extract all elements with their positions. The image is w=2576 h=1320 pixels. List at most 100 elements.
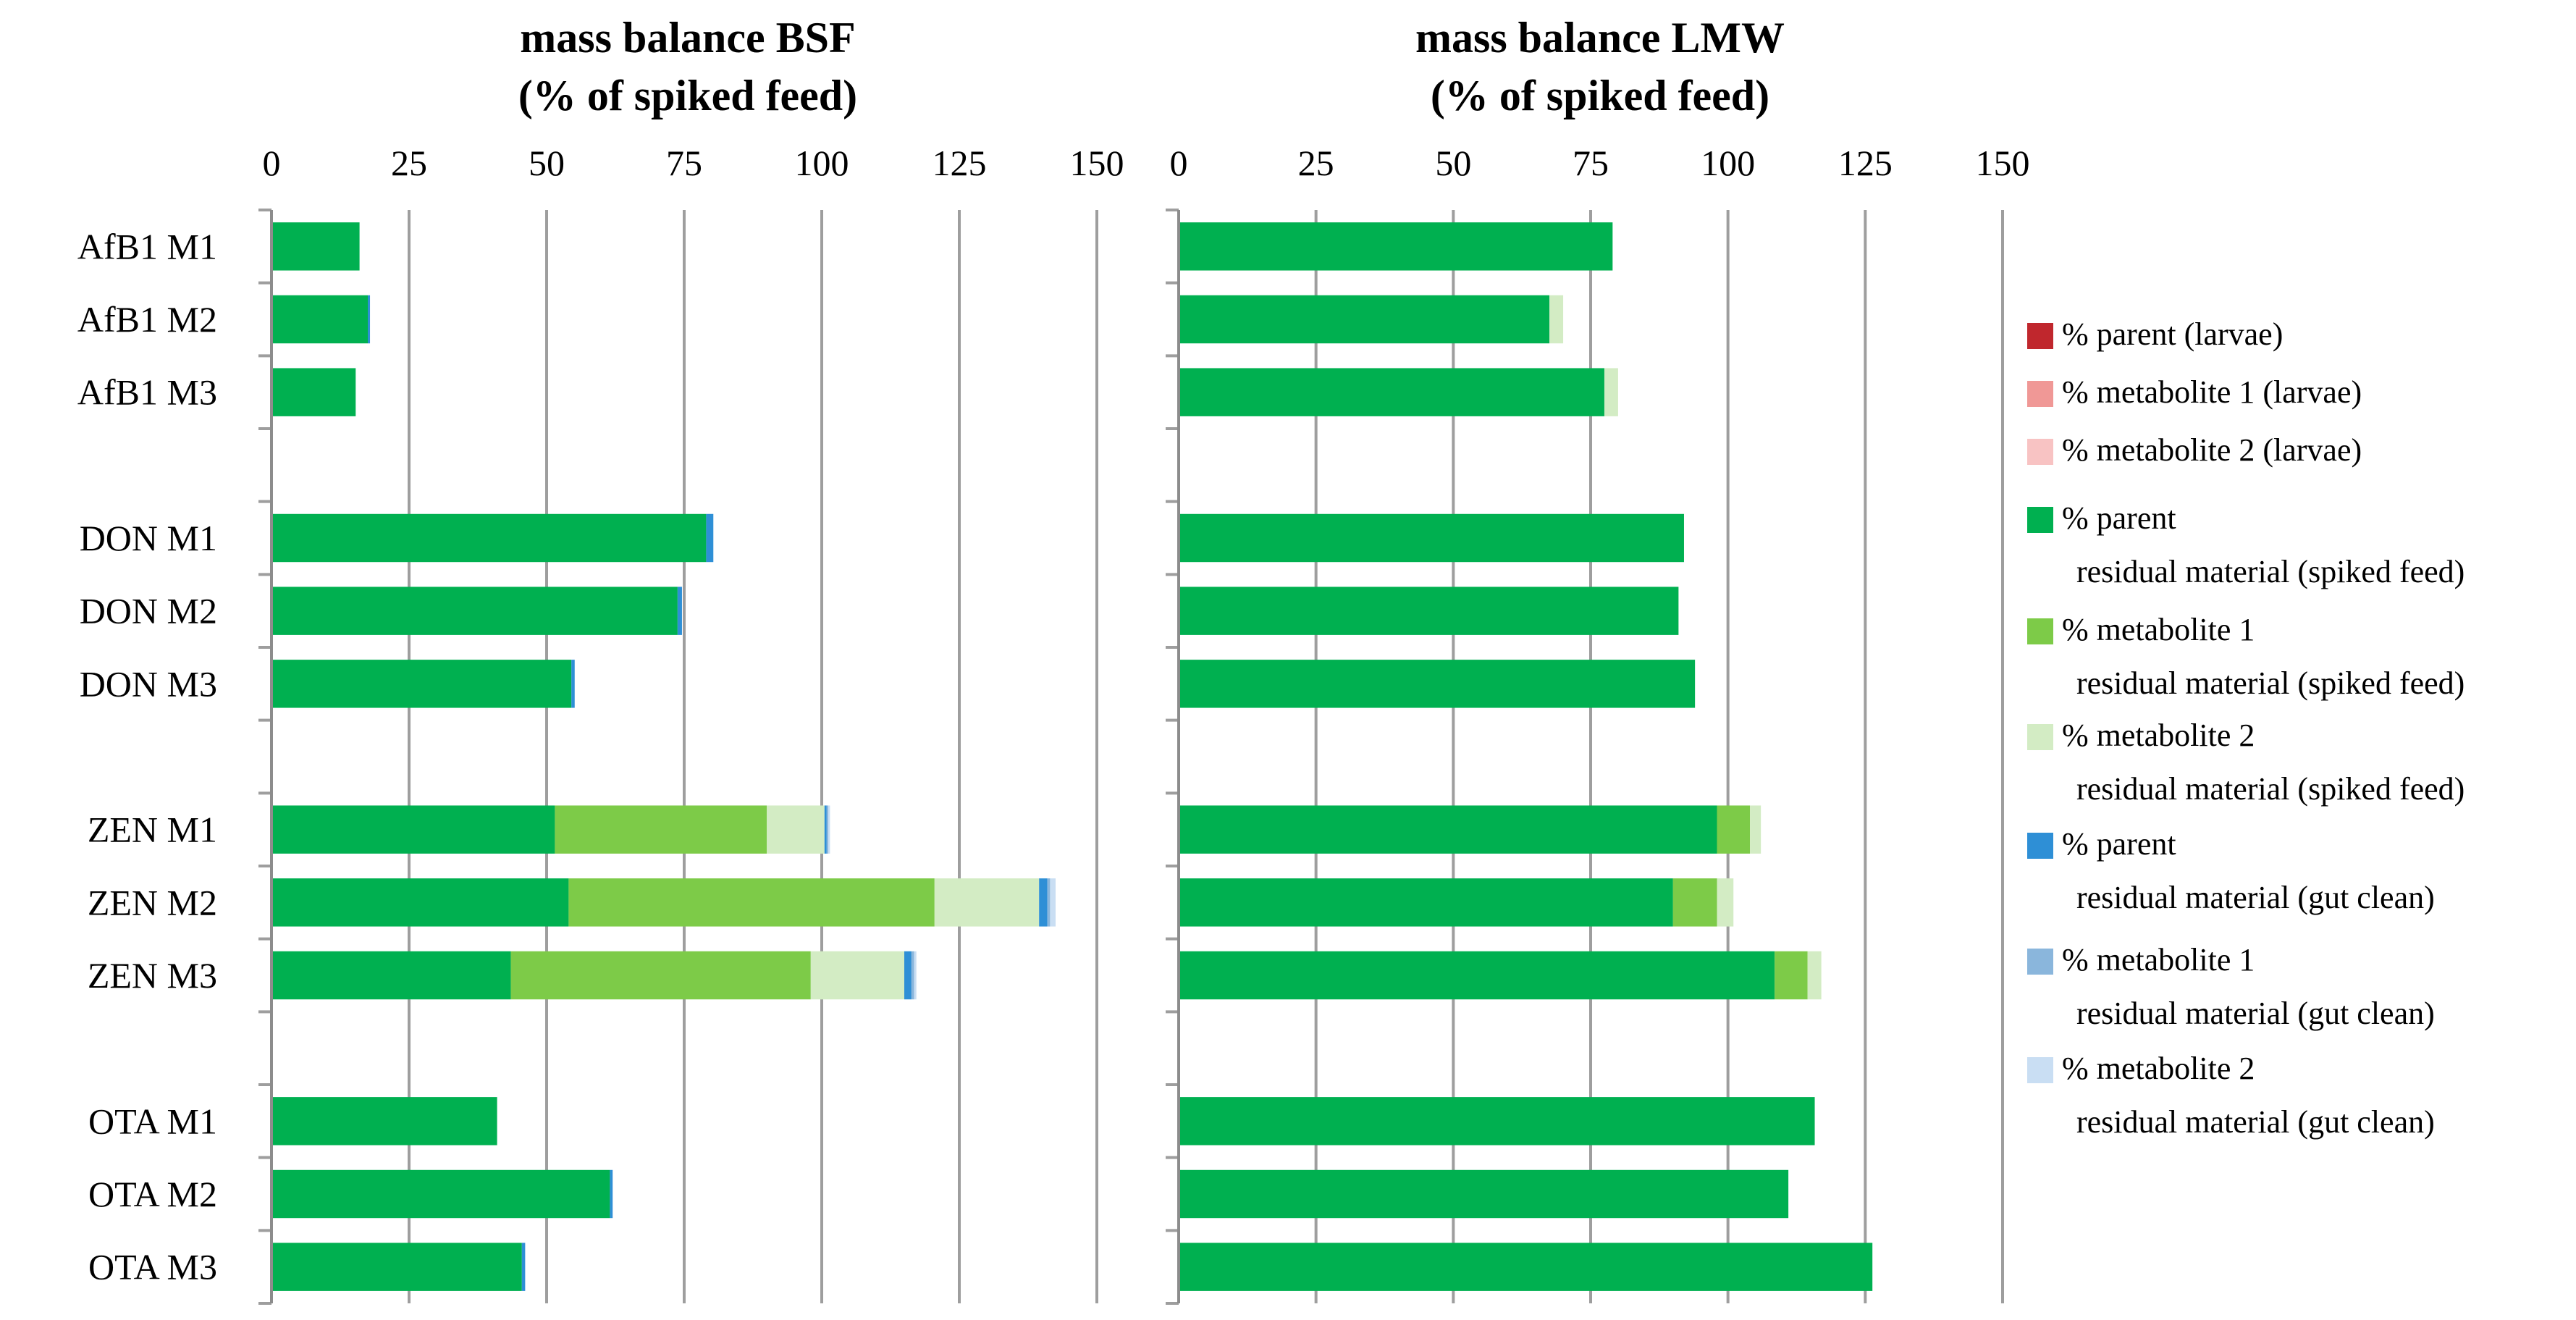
category-label: OTA M2 xyxy=(88,1174,217,1214)
bar-segment-ota-m3-s6 xyxy=(521,1243,526,1291)
bar-segment-zen-m1-s3 xyxy=(1179,805,1717,854)
chart-title-line-2: (% of spiked feed) xyxy=(1431,72,1769,119)
bar-segment-afb1-m3-s5 xyxy=(1604,368,1618,416)
bar-segment-zen-m2-s3 xyxy=(272,878,569,927)
bar-segment-zen-m2-s4 xyxy=(568,878,935,927)
legend-label-line-2: residual material (spiked feed) xyxy=(2076,665,2465,701)
legend-swatch xyxy=(2027,439,2053,465)
x-tick-label: 100 xyxy=(1701,143,1755,183)
legend-label-line-2: residual material (gut clean) xyxy=(2076,1104,2435,1140)
category-label: OTA M3 xyxy=(88,1247,217,1287)
x-tick-label: 125 xyxy=(1838,143,1893,183)
bar-segment-zen-m1-s3 xyxy=(272,805,555,854)
bar-segment-zen-m2-s4 xyxy=(1672,878,1717,927)
bar-segment-ota-m2-s3 xyxy=(1179,1169,1789,1219)
bar-segment-ota-m2-s6 xyxy=(610,1169,613,1219)
bar-segment-zen-m2-s7 xyxy=(1047,878,1051,927)
category-label: AfB1 M3 xyxy=(77,372,217,413)
legend-label: % parent xyxy=(2062,500,2176,536)
bar-segment-zen-m1-s5 xyxy=(767,805,825,854)
x-tick-label: 75 xyxy=(666,143,702,183)
bar-segment-afb1-m3-s3 xyxy=(1179,368,1604,416)
bar-segment-afb1-m1-s3 xyxy=(272,222,360,271)
bar-segment-afb1-m1-s3 xyxy=(1179,222,1613,271)
legend-label: % metabolite 2 (larvae) xyxy=(2062,432,2362,468)
bar-segment-zen-m3-s3 xyxy=(1179,951,1775,1000)
legend-swatch xyxy=(2027,323,2053,349)
bar-segment-zen-m3-s5 xyxy=(1807,951,1822,1000)
bar-segment-afb1-m3-s3 xyxy=(272,368,356,416)
legend-swatch xyxy=(2027,507,2053,533)
x-tick-label: 25 xyxy=(1298,143,1334,183)
bar-segment-don-m2-s3 xyxy=(1179,587,1679,635)
legend-label: % metabolite 2 xyxy=(2062,1051,2255,1086)
category-label: AfB1 M2 xyxy=(77,299,217,340)
bar-segment-afb1-m2-s6 xyxy=(368,295,371,344)
legend-label-line-2: residual material (spiked feed) xyxy=(2076,771,2465,807)
bar-segment-zen-m3-s6 xyxy=(904,951,912,1000)
bar-segment-zen-m2-s5 xyxy=(934,878,1040,927)
bar-segment-don-m2-s3 xyxy=(272,587,678,635)
bar-segment-afb1-m2-s3 xyxy=(272,295,368,344)
x-tick-label: 150 xyxy=(1070,143,1124,183)
category-label: DON M1 xyxy=(80,518,217,558)
bar-segment-don-m1-s3 xyxy=(1179,513,1684,563)
bar-segment-zen-m1-s4 xyxy=(1717,805,1751,854)
legend-label: % metabolite 1 xyxy=(2062,942,2255,978)
legend-swatch xyxy=(2027,833,2053,859)
x-tick-label: 25 xyxy=(391,143,427,183)
bar-segment-zen-m3-s3 xyxy=(272,951,511,1000)
bar-segment-ota-m3-s3 xyxy=(272,1243,522,1291)
chart-panel-lmw: mass balance LMW (% of spiked feed) 0 25 50 7… xyxy=(1166,14,2030,1305)
chart-panel-bsf: mass balance BSF (% of spiked feed) 0 25 50 7… xyxy=(77,14,1124,1305)
bar-segment-don-m2-s6 xyxy=(677,587,682,635)
category-label: AfB1 M1 xyxy=(77,226,217,266)
x-tick-label: 100 xyxy=(795,143,849,183)
category-label: DON M3 xyxy=(80,663,217,704)
bar-segment-don-m3-s3 xyxy=(1179,660,1696,708)
legend-swatch xyxy=(2027,949,2053,975)
bar-segment-zen-m3-s4 xyxy=(1775,951,1808,1000)
bar-segment-zen-m2-s6 xyxy=(1039,878,1048,927)
legend-swatch xyxy=(2027,1057,2053,1083)
bar-segment-zen-m2-s8 xyxy=(1050,878,1056,927)
category-label: OTA M1 xyxy=(88,1101,217,1141)
bar-segment-zen-m1-s7 xyxy=(826,805,829,854)
bar-segment-don-m3-s3 xyxy=(272,660,572,708)
bar-segment-ota-m1-s3 xyxy=(272,1097,497,1145)
bar-segment-ota-m2-s3 xyxy=(272,1169,610,1219)
bar-segment-zen-m3-s4 xyxy=(510,951,811,1000)
bar-segment-zen-m1-s5 xyxy=(1750,805,1761,854)
category-label: DON M2 xyxy=(80,591,217,631)
legend-swatch xyxy=(2027,724,2053,750)
bar-segment-zen-m3-s7 xyxy=(911,951,914,1000)
category-label: ZEN M1 xyxy=(88,810,217,850)
category-label: ZEN M2 xyxy=(88,882,217,922)
legend-label: % metabolite 2 xyxy=(2062,718,2255,753)
bar-segment-ota-m3-s3 xyxy=(1179,1243,1873,1291)
bar-segment-zen-m1-s4 xyxy=(555,805,767,854)
bar-segment-zen-m1-s6 xyxy=(824,805,827,854)
legend-swatch xyxy=(2027,381,2053,407)
legend-swatch xyxy=(2027,618,2053,644)
x-tick-label: 125 xyxy=(933,143,987,183)
bar-segment-zen-m3-s8 xyxy=(914,951,917,1000)
legend-label: % parent (larvae) xyxy=(2062,316,2283,352)
bar-segment-zen-m3-s5 xyxy=(810,951,904,1000)
legend-label: % metabolite 1 (larvae) xyxy=(2062,374,2362,410)
chart-title-line-2: (% of spiked feed) xyxy=(518,72,857,119)
chart-title-line-1: mass balance LMW xyxy=(1415,14,1785,62)
x-tick-label: 75 xyxy=(1573,143,1609,183)
x-tick-label: 50 xyxy=(529,143,565,183)
legend-label: % metabolite 1 xyxy=(2062,612,2255,647)
bar-segment-afb1-m2-s3 xyxy=(1179,295,1550,344)
bar-segment-zen-m2-s3 xyxy=(1179,878,1673,927)
bar-segment-don-m3-s6 xyxy=(571,660,575,708)
legend-label-line-2: residual material (gut clean) xyxy=(2076,880,2435,915)
category-label: ZEN M3 xyxy=(88,955,217,996)
legend-label-line-2: residual material (spiked feed) xyxy=(2076,554,2465,589)
legend-label: % parent xyxy=(2062,826,2176,862)
bar-segment-zen-m2-s5 xyxy=(1717,878,1734,927)
x-tick-label: 50 xyxy=(1435,143,1471,183)
